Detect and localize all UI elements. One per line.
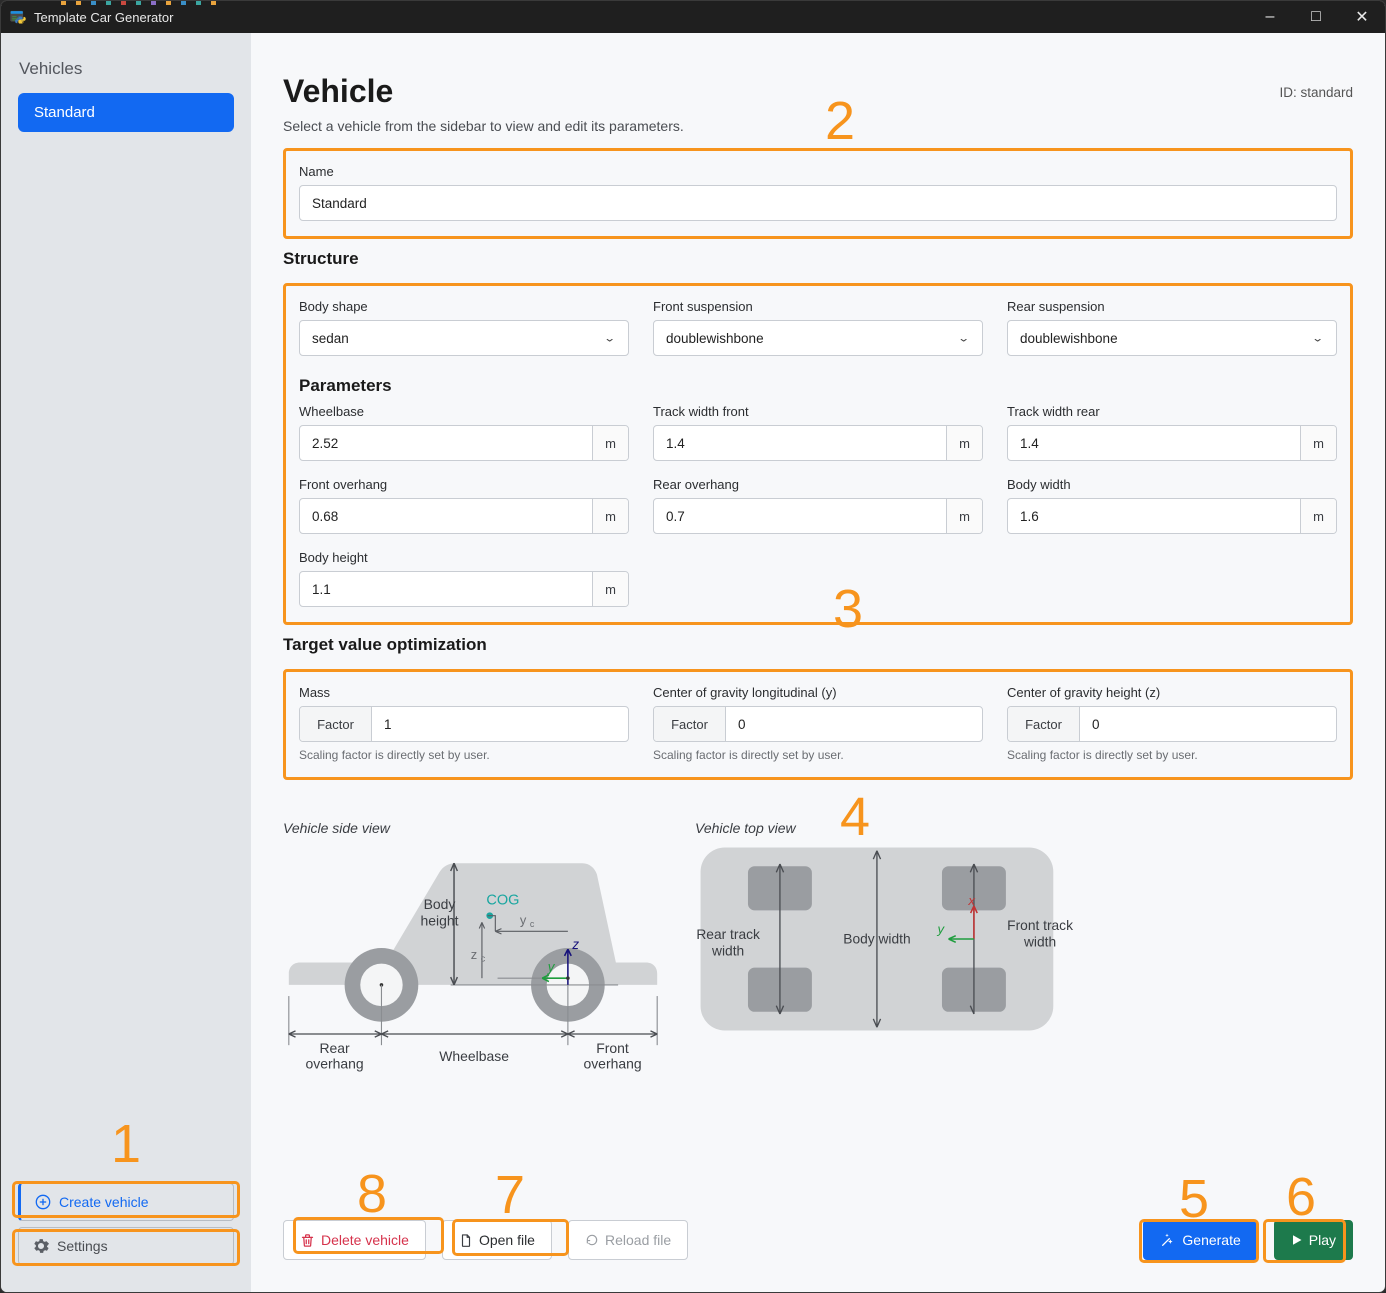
svg-text:width: width	[711, 944, 744, 959]
svg-text:overhang: overhang	[306, 1056, 364, 1072]
svg-text:Wheelbase: Wheelbase	[439, 1048, 509, 1064]
svg-text:Rear track: Rear track	[696, 927, 760, 942]
svg-text:Body: Body	[424, 896, 456, 912]
svg-text:Body width: Body width	[843, 931, 910, 946]
svg-text:Front track: Front track	[1007, 918, 1073, 933]
svg-text:width: width	[1023, 935, 1056, 950]
svg-text:y: y	[547, 959, 556, 974]
svg-text:Rear: Rear	[319, 1040, 350, 1056]
svg-text:overhang: overhang	[583, 1056, 641, 1072]
svg-text:COG: COG	[486, 893, 519, 909]
svg-text:x: x	[967, 893, 975, 908]
svg-text:z: z	[571, 937, 579, 952]
svg-text:height: height	[421, 913, 459, 929]
svg-text:Front: Front	[596, 1040, 629, 1056]
